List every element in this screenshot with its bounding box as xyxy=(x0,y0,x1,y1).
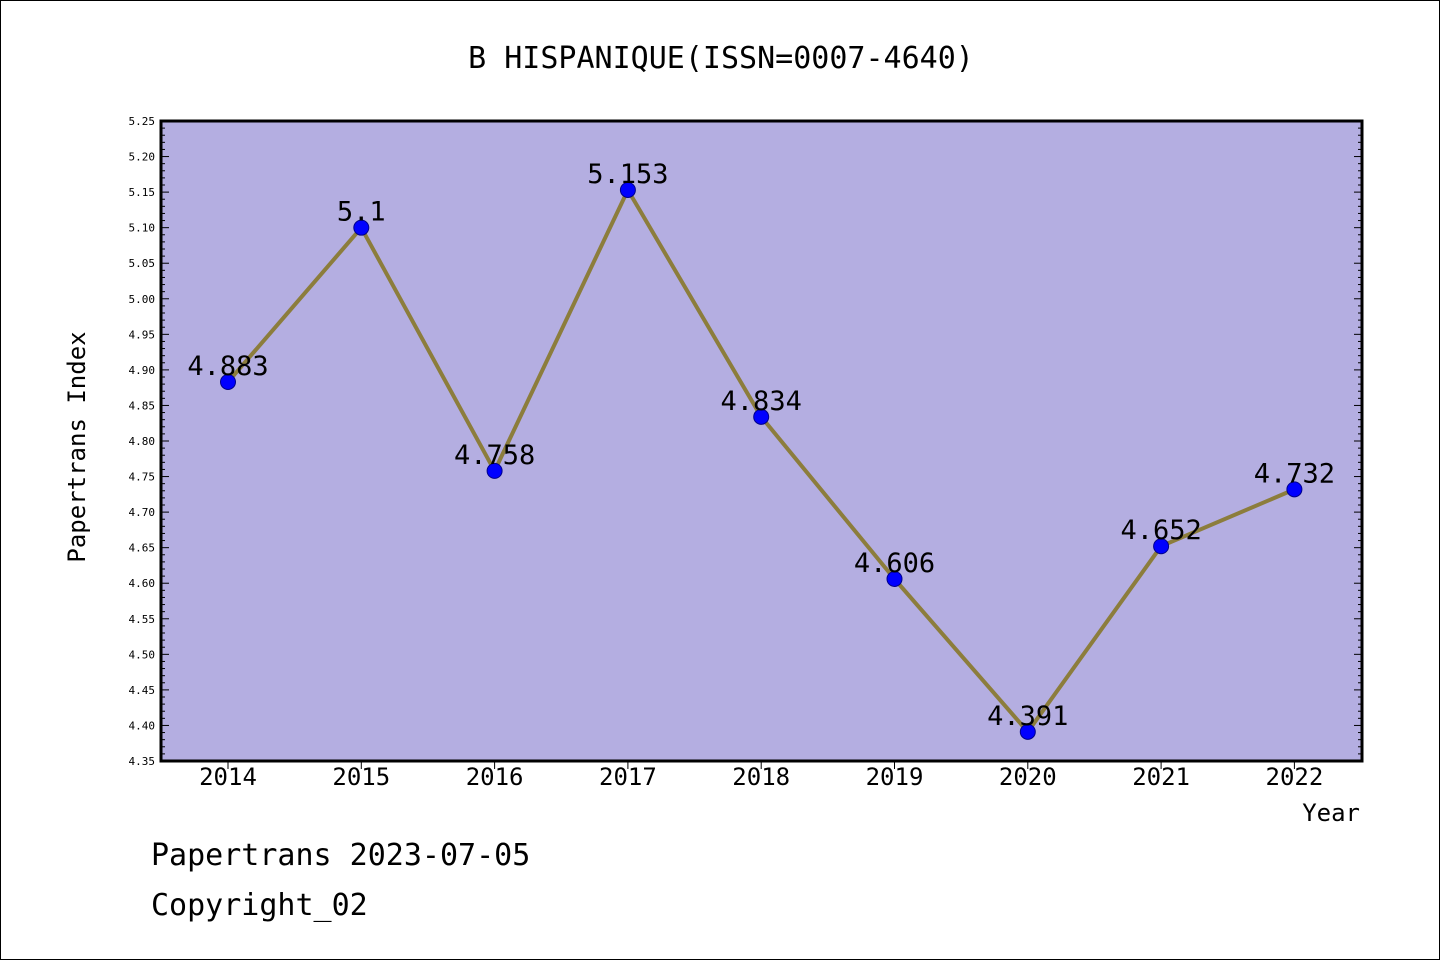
y-tick-label: 4.80 xyxy=(129,435,156,448)
data-point-label: 4.834 xyxy=(721,386,802,417)
y-axis-label: Papertrans Index xyxy=(63,331,91,562)
y-tick-label: 4.90 xyxy=(129,364,156,377)
y-tick-label: 4.65 xyxy=(129,542,156,555)
y-tick-label: 4.60 xyxy=(129,577,156,590)
x-tick-label: 2020 xyxy=(999,763,1057,791)
x-tick-label: 2014 xyxy=(199,763,257,791)
data-point-marker xyxy=(486,462,503,479)
y-tick-label: 4.70 xyxy=(129,506,156,519)
y-tick-label: 5.00 xyxy=(129,293,156,306)
x-axis-label: Year xyxy=(1302,799,1360,827)
x-tick-label: 2019 xyxy=(866,763,924,791)
y-tick-label: 4.75 xyxy=(129,471,156,484)
y-tick-label: 4.40 xyxy=(129,719,156,732)
data-point-label: 4.883 xyxy=(187,351,268,382)
data-point-marker xyxy=(1019,723,1036,740)
footer-copyright: Copyright_02 xyxy=(151,888,368,923)
data-point-label: 4.652 xyxy=(1120,515,1201,546)
y-tick-label: 4.35 xyxy=(129,755,156,768)
footer-date: Papertrans 2023-07-05 xyxy=(151,838,530,873)
data-markers xyxy=(220,181,1303,740)
x-tick-label: 2017 xyxy=(599,763,657,791)
y-tick-label: 5.10 xyxy=(129,222,156,235)
x-axis-ticks: 2014 2015 2016 2017 2018 2019 2020 2021 2022 xyxy=(199,761,1323,791)
data-point-label: 5.153 xyxy=(587,159,668,190)
y-tick-label: 4.55 xyxy=(129,613,156,626)
y-tick-label: 5.20 xyxy=(129,151,156,164)
data-point-marker xyxy=(753,408,770,425)
data-point-marker xyxy=(1286,481,1303,498)
data-point-marker xyxy=(619,181,636,198)
data-point-label: 4.732 xyxy=(1254,458,1335,489)
data-point-marker xyxy=(220,373,236,390)
y-tick-label: 4.50 xyxy=(129,648,156,661)
data-labels: 4.883 5.1 4.758 5.153 4.834 4.606 4.391 4.652 4.… xyxy=(187,159,1335,732)
data-point-label: 4.758 xyxy=(454,440,535,471)
x-tick-label: 2018 xyxy=(732,763,790,791)
data-point-label: 5.1 xyxy=(337,197,386,228)
y-tick-label: 4.95 xyxy=(129,328,156,341)
y-tick-label: 4.85 xyxy=(129,399,156,412)
x-tick-label: 2022 xyxy=(1266,763,1324,791)
plot-frame xyxy=(159,119,1364,763)
data-point-label: 4.606 xyxy=(854,548,935,579)
data-point-marker xyxy=(1153,538,1170,555)
x-tick-label: 2021 xyxy=(1132,763,1190,791)
data-point-marker xyxy=(886,570,903,587)
y-tick-label: 4.45 xyxy=(129,684,156,697)
x-tick-label: 2015 xyxy=(332,763,390,791)
y-tick-label: 5.25 xyxy=(129,115,156,128)
data-point-label: 4.391 xyxy=(987,701,1068,732)
data-point-marker xyxy=(353,219,370,236)
x-tick-label: 2016 xyxy=(466,763,524,791)
y-axis-ticks: 4.35 4.40 4.45 4.50 4.55 4.60 4.65 4.70 4.75 4.80… xyxy=(129,115,1362,768)
y-tick-label: 5.05 xyxy=(129,257,156,270)
chart-title: B HISPANIQUE(ISSN=0007-4640) xyxy=(468,41,974,76)
y-tick-label: 5.15 xyxy=(129,186,156,199)
